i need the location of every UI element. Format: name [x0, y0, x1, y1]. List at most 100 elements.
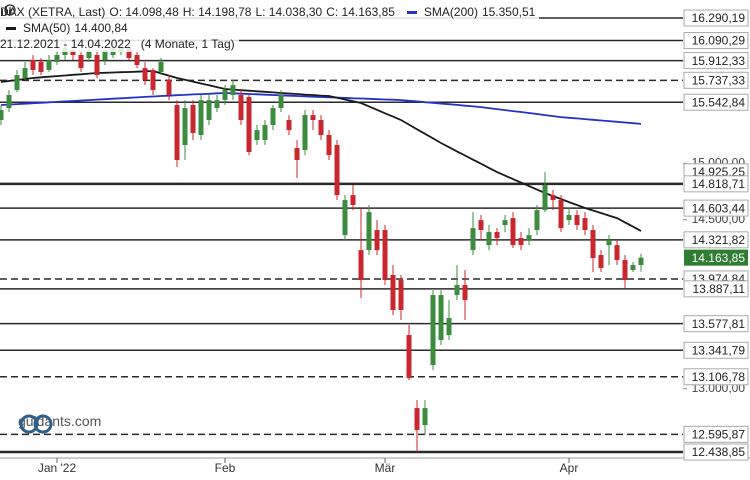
candle-body: [462, 285, 468, 301]
candle-body: [270, 108, 276, 125]
candle-body: [334, 145, 340, 196]
candle-body: [638, 257, 644, 266]
candle-body: [558, 200, 564, 229]
date-range: 21.12.2021 - 14.04.2022: [0, 37, 131, 51]
level-label-box: [683, 315, 749, 333]
candle-body: [542, 185, 548, 211]
candle-body: [414, 408, 420, 431]
legend-marker: [6, 26, 16, 30]
x-tick-label: Apr: [560, 461, 579, 475]
candle-body: [30, 60, 36, 70]
level-label-box: [683, 341, 749, 359]
level-label-box: [683, 425, 749, 443]
instrument: DAX (XETRA, Last): [0, 5, 106, 19]
level-label-box: [683, 52, 749, 70]
candle-body: [622, 259, 628, 281]
level-label: 14.818,71: [692, 177, 746, 191]
candle-body: [86, 50, 92, 59]
candle-body: [94, 54, 100, 76]
candle-body: [126, 48, 132, 59]
moving-average: [0, 92, 642, 125]
candle-body: [70, 50, 76, 55]
watermark: guidants.com: [18, 413, 101, 434]
candle-body: [470, 228, 476, 251]
open-value: O: 14.098,48: [109, 5, 179, 19]
candle-body: [502, 220, 508, 226]
legend-name: SMA(50): [23, 21, 71, 35]
candle-body: [526, 235, 532, 241]
candle-body: [478, 220, 484, 231]
candle-body: [582, 218, 588, 231]
candle-body: [406, 335, 412, 379]
candle-body: [430, 295, 436, 366]
legend-value: 15.350,51: [481, 5, 536, 19]
candle-body: [446, 318, 452, 336]
candle-body: [198, 100, 204, 136]
candle-body: [390, 274, 396, 311]
current-price-box: [684, 249, 748, 266]
candle-body: [518, 238, 524, 246]
candle-body: [38, 61, 44, 73]
level-label-box: [683, 32, 749, 50]
header-row: DAX (XETRA, Last) O: 14.098,48 H: 14.198…: [0, 4, 540, 20]
candle-body: [134, 54, 140, 66]
legend-marker: [406, 10, 417, 14]
candle-body: [286, 120, 292, 131]
candle-body: [142, 68, 148, 81]
candle-body: [14, 75, 20, 91]
candle-body: [398, 280, 404, 311]
candle-body: [206, 100, 212, 121]
header: DAX (XETRA, Last) O: 14.098,48 H: 14.198…: [0, 4, 540, 52]
header-row: 21.12.2021 - 14.04.2022 (4 Monate, 1 Tag…: [0, 4, 239, 52]
high-value: H: 14.198,78: [182, 5, 252, 19]
level-label: 13.887,11: [693, 282, 746, 296]
candle-body: [150, 69, 156, 91]
candle-body: [294, 148, 300, 161]
candle-body: [310, 115, 316, 121]
candle-body: [590, 230, 596, 259]
candle-body: [262, 124, 268, 141]
level-label-box: [683, 443, 749, 461]
candle-body: [230, 85, 236, 96]
candle-body: [0, 109, 4, 121]
level-label: 13.577,81: [692, 317, 746, 331]
candle-body: [598, 255, 604, 268]
moving-average: [0, 70, 642, 232]
x-tick-label: Jan '22: [38, 461, 77, 475]
candle-body: [238, 95, 244, 121]
candle-body: [22, 68, 28, 78]
candle-body: [374, 230, 380, 251]
candle-body: [358, 250, 364, 281]
candle-body: [6, 95, 12, 109]
candle-body: [182, 108, 188, 146]
candle-body: [102, 50, 108, 61]
level-label-box: [683, 71, 749, 89]
candle-body: [494, 232, 500, 239]
header-row: SMA(50) 14.400,84: [0, 20, 132, 36]
level-label-box: [683, 175, 749, 193]
candle-body: [190, 105, 196, 133]
candle-body: [318, 120, 324, 136]
candle-body: [454, 285, 460, 296]
x-tick-label: Mär: [375, 461, 396, 475]
level-label: 16.290,19: [692, 11, 746, 25]
level-label: 13.341,79: [692, 343, 746, 357]
level-label: 14.321,82: [692, 233, 746, 247]
candle-body: [486, 232, 492, 246]
candle-body: [54, 54, 60, 62]
candle-body: [342, 200, 348, 236]
level-label: 15.737,33: [692, 73, 746, 87]
level-label: 12.438,85: [692, 445, 746, 459]
current-price-label: 14.163,85: [692, 251, 746, 265]
candle-body: [566, 215, 572, 221]
candle-body: [606, 240, 612, 246]
candle-body: [214, 100, 220, 109]
level-label: 13.106,78: [692, 370, 746, 384]
candle-body: [326, 135, 332, 156]
level-label: 14.603,44: [692, 201, 746, 215]
low-value: L: 14.038,30: [255, 5, 323, 19]
level-label-box: [683, 231, 749, 249]
clock-icon: [4, 4, 16, 16]
candle-body: [534, 210, 540, 231]
